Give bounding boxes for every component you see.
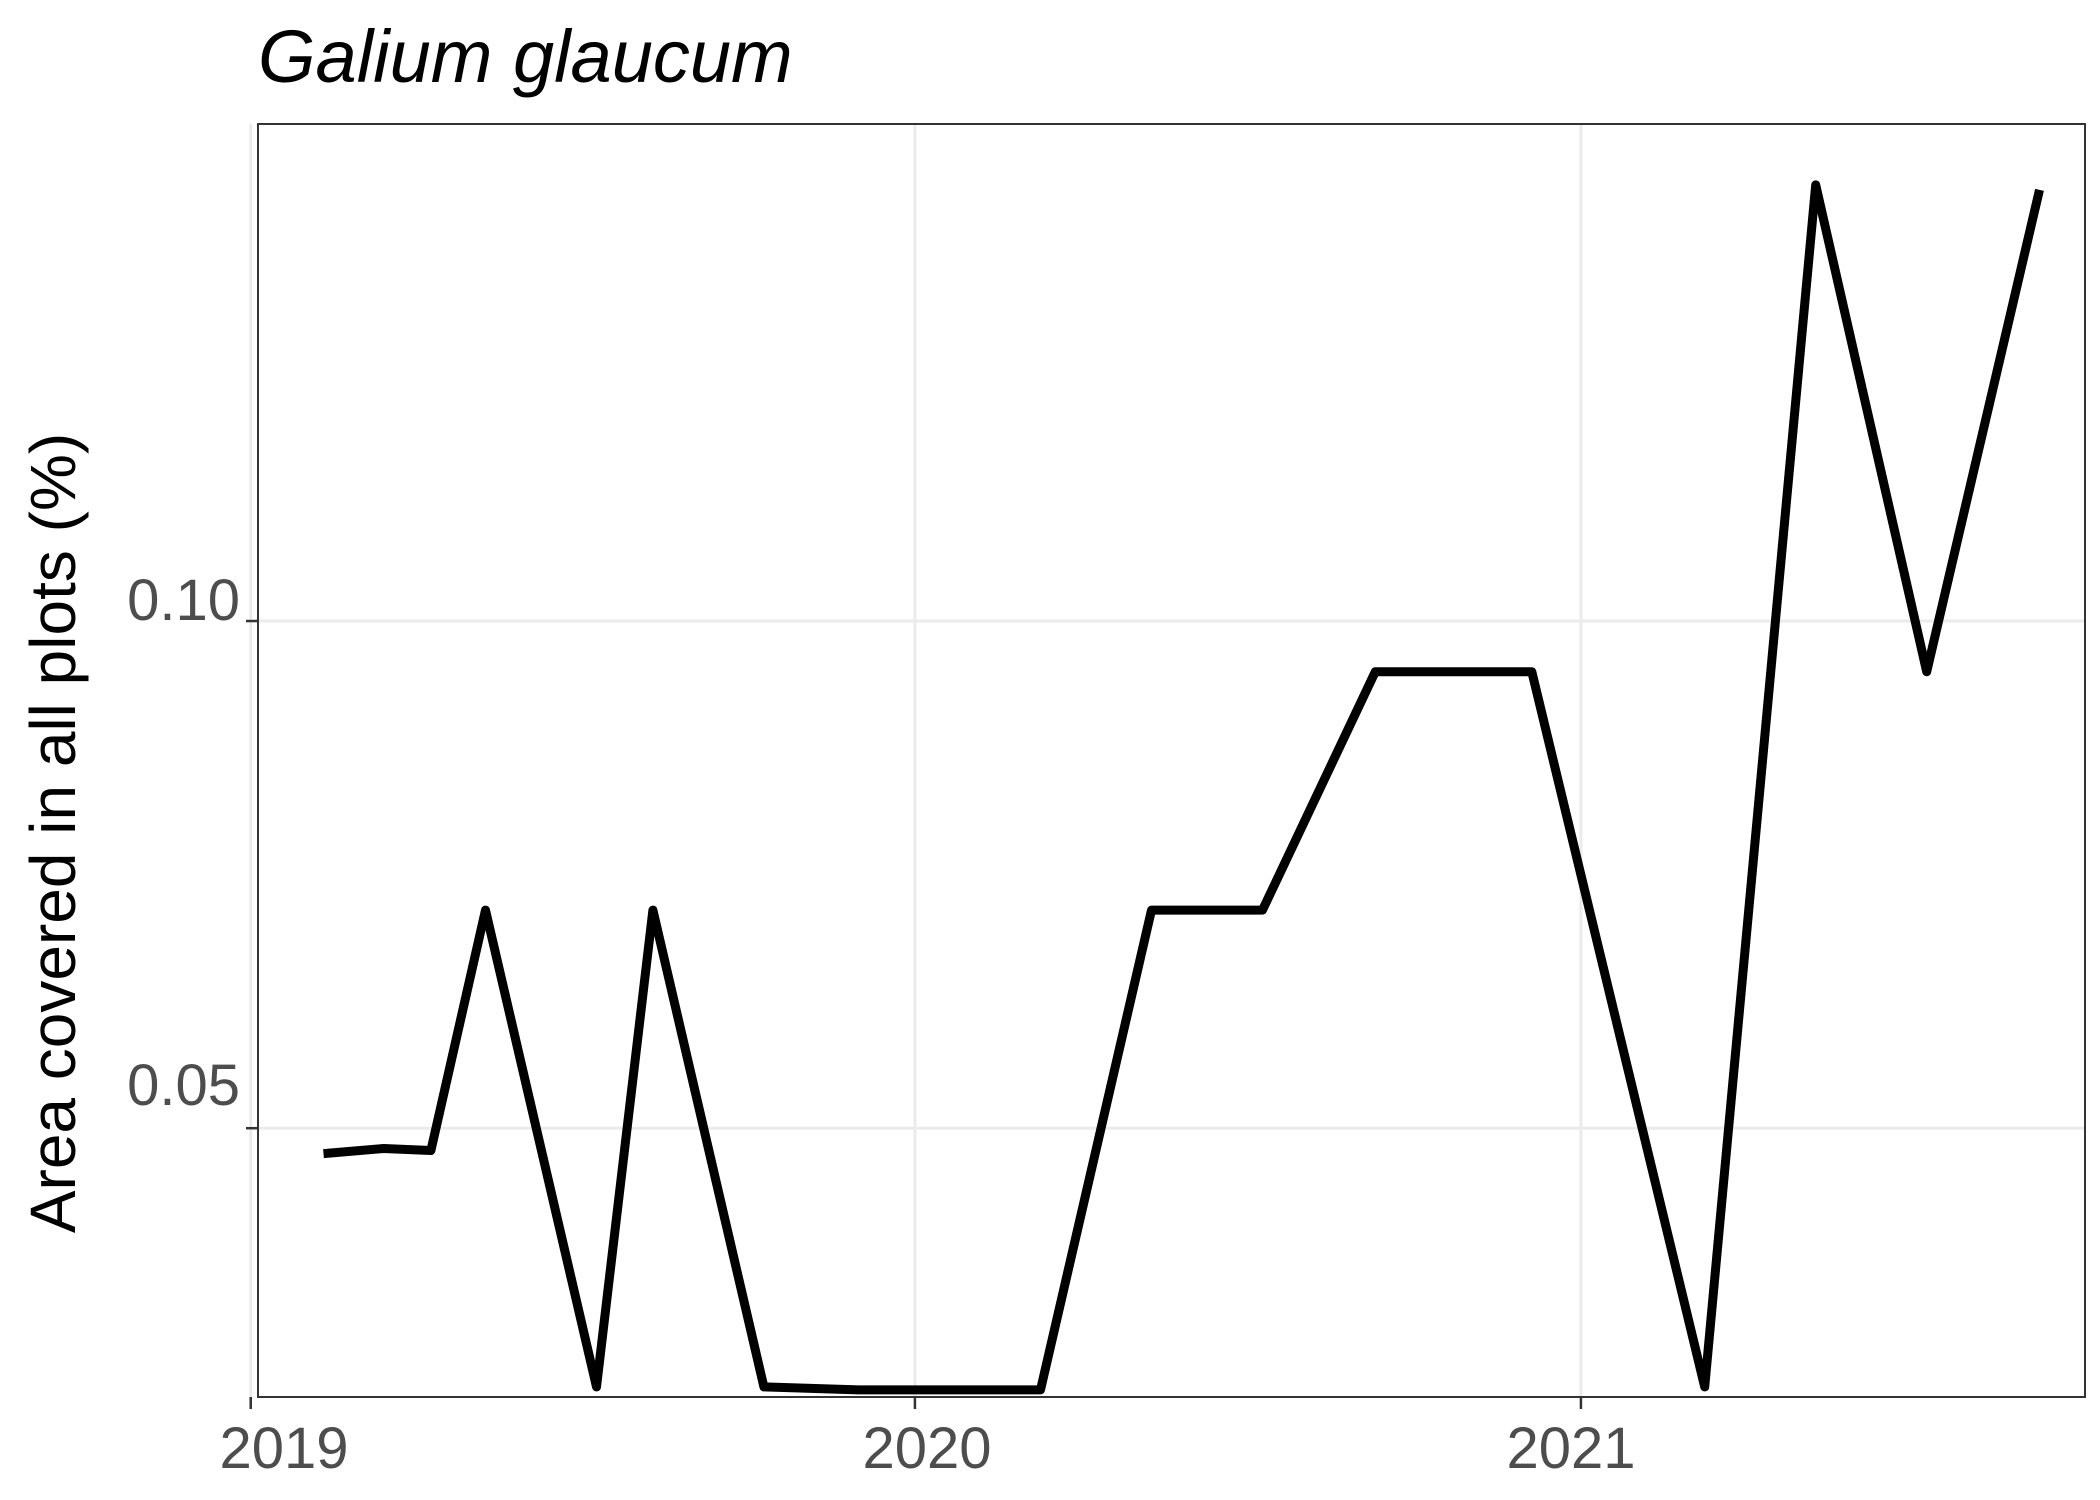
grid-lines: [249, 124, 2085, 1397]
x-tick-label-2019: 2019: [219, 1416, 348, 1481]
series-line-0: [323, 180, 2044, 1395]
x-tick-label-2020: 2020: [862, 1416, 991, 1481]
series-layer: [323, 180, 2044, 1395]
plot-panel: [257, 123, 2086, 1398]
axis-ticks: [246, 619, 1583, 1409]
x-tick-label-2021: 2021: [1506, 1416, 1635, 1481]
y-tick-label-0.05: 0.05: [127, 1053, 240, 1118]
chart-title: Galium glaucum: [258, 15, 793, 98]
y-axis-label: Area covered in all plots (%): [17, 433, 89, 1233]
y-tick-label-0.10: 0.10: [127, 568, 240, 633]
